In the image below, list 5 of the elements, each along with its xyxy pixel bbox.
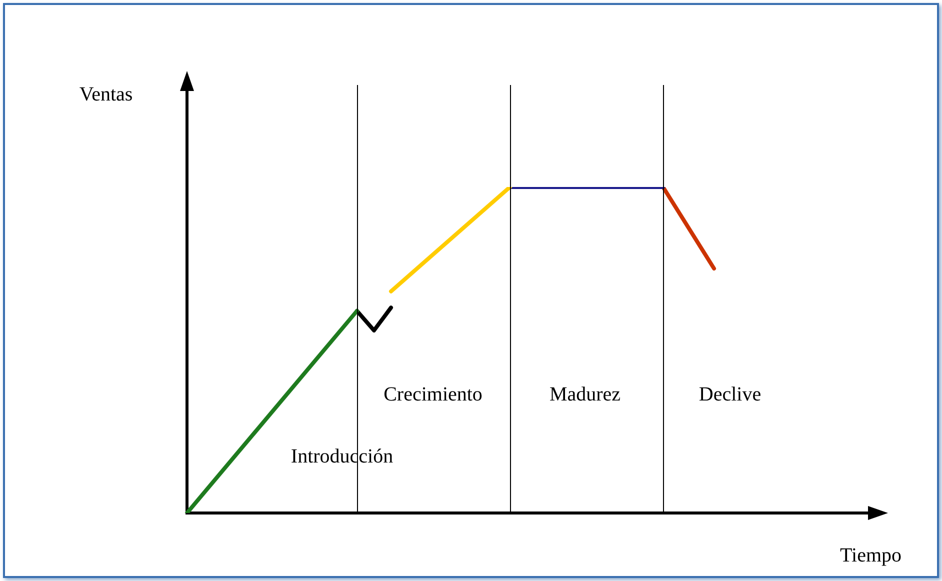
- annotation: Madurez: [549, 383, 621, 406]
- text: Ventas: [79, 83, 133, 106]
- annotation: Declive: [698, 383, 762, 406]
- x-axis-title: Tiempo: [840, 544, 902, 566]
- annotation: Crecimiento: [384, 383, 482, 406]
